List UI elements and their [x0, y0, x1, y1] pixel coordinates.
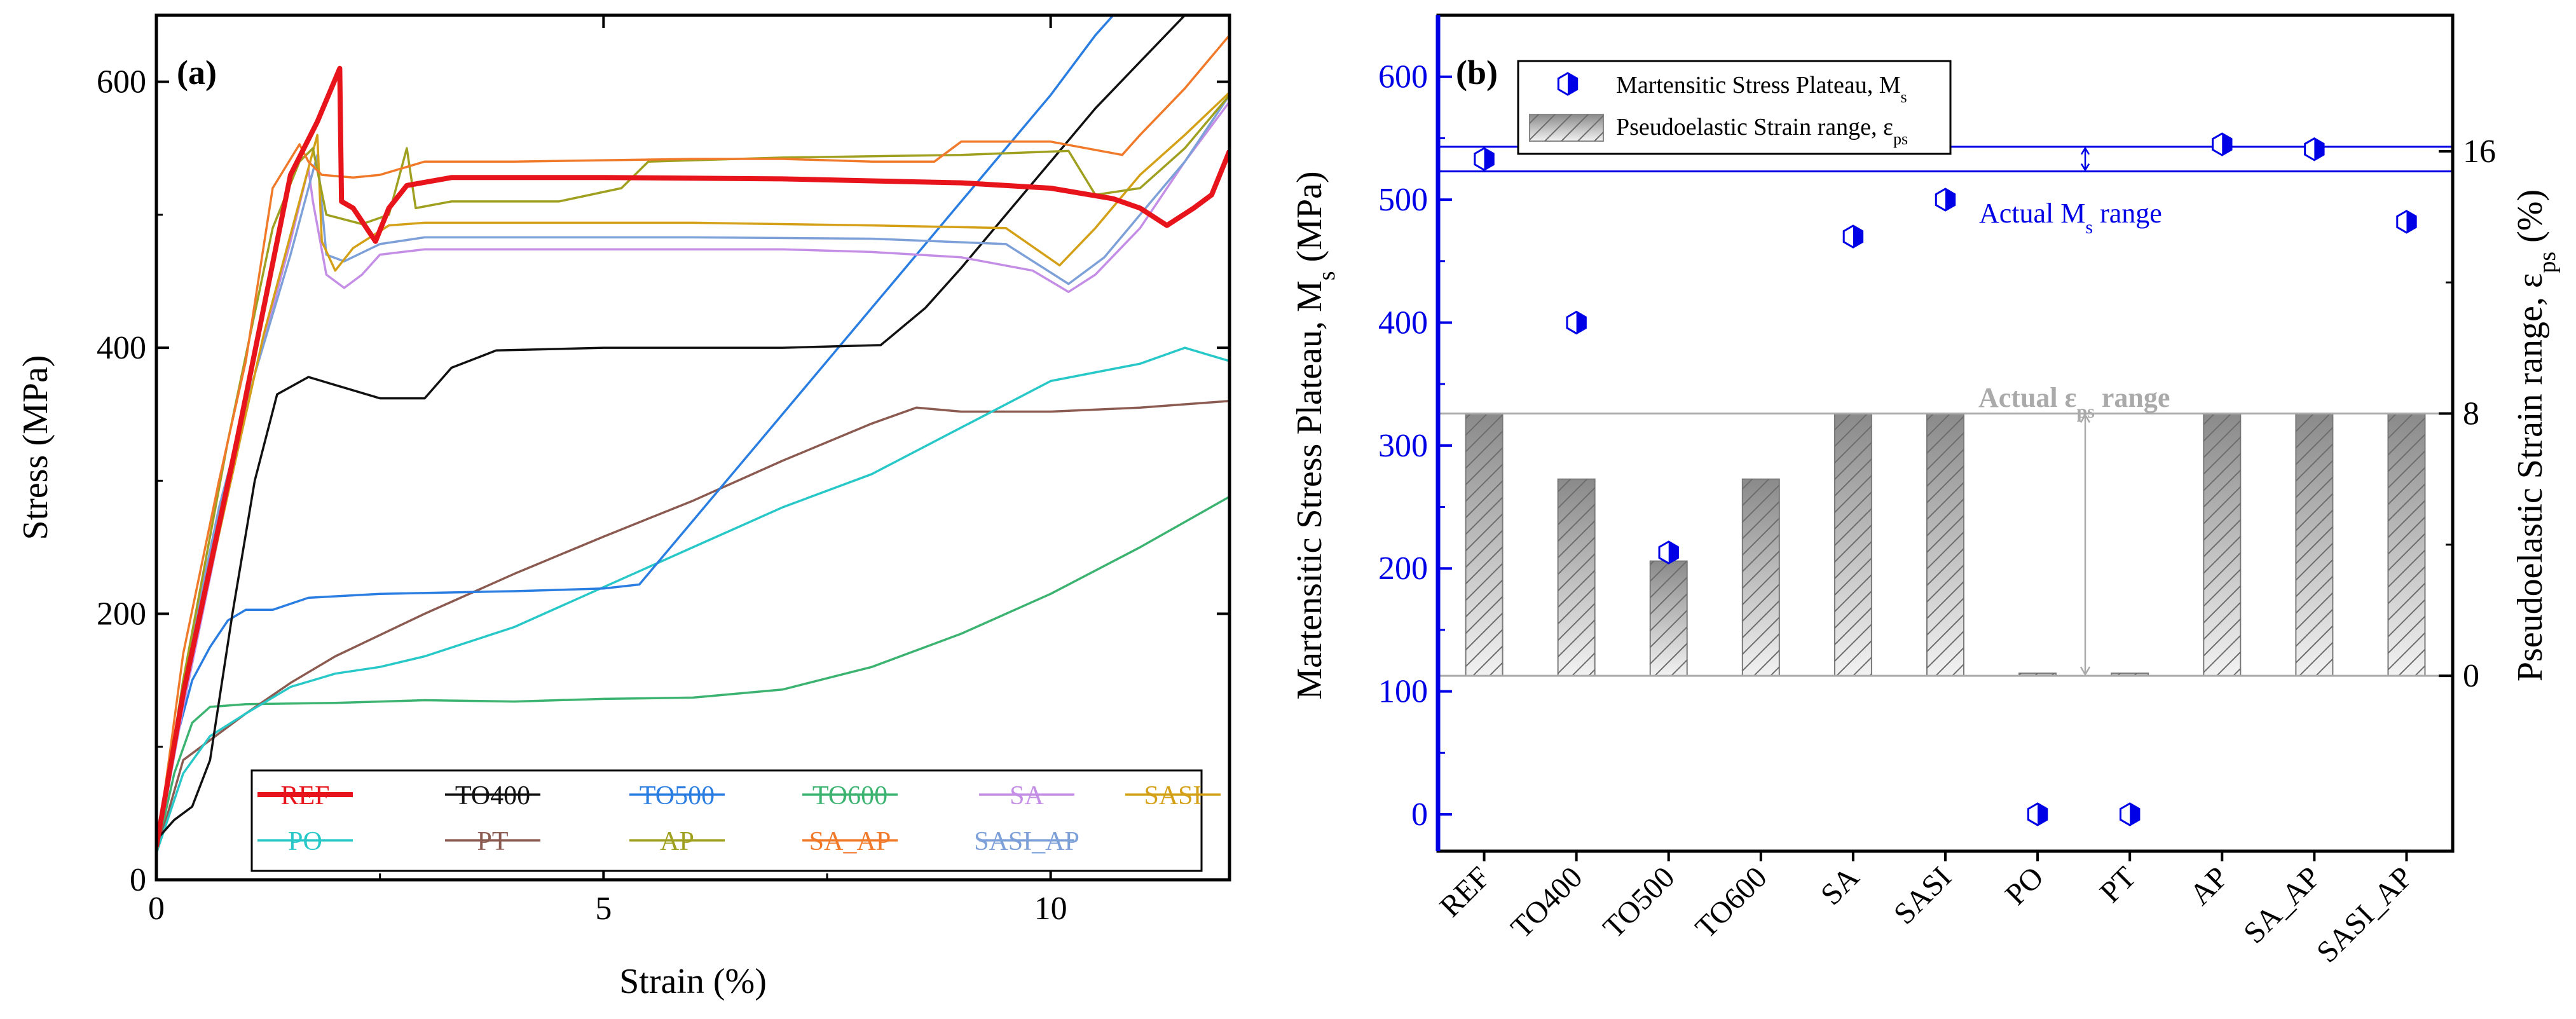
bar-hatch-sa: [1834, 413, 1872, 676]
panel-b: 0 100 200 300 400 500 600 0 8 16 REF TO400 TO500 TO60…: [1290, 13, 2561, 969]
panel-b-ticks: [1438, 75, 2453, 861]
legend-label-po: PO: [288, 827, 322, 856]
x-tick-label-to400: TO400: [1504, 860, 1589, 945]
series-line-to500: [156, 15, 1114, 847]
legend-label-sasi_ap: SASI_AP: [974, 827, 1079, 856]
series-line-po: [156, 346, 1230, 854]
y-tick-label: 200: [97, 596, 146, 633]
panel-a-xlabel: Strain (%): [619, 962, 767, 1001]
panel-a-frame: [154, 13, 1231, 882]
marker-sasi: [1935, 188, 1956, 212]
legend-marker-hexagon: [1557, 72, 1579, 96]
y-tick-label: 0: [1411, 797, 1428, 833]
y-tick-label: 600: [97, 64, 146, 100]
legend-label-ref: REF: [280, 781, 329, 810]
eps-range-arrowhead-top: [2079, 413, 2091, 423]
ms-range-arrowhead-bottom: [2080, 163, 2090, 172]
series-line-to600: [156, 495, 1230, 854]
ms-range-arrowhead-top: [2080, 146, 2090, 155]
y-tick-label: 200: [1378, 551, 1428, 587]
bar-hatch-sa_ap: [2296, 413, 2333, 676]
x-tick-label: 0: [148, 891, 165, 927]
y2-tick-label: 8: [2463, 396, 2479, 432]
bar-hatch-ap: [2203, 413, 2241, 676]
legend-label-pt: PT: [477, 827, 508, 856]
legend-label-sa: SA: [1010, 781, 1044, 810]
panel-b-markers: [1474, 132, 2417, 826]
legend-label-ap: AP: [660, 827, 694, 856]
legend-label-to600: TO600: [812, 781, 887, 810]
panel-b-bars: [1465, 413, 2426, 677]
marker-sasi_ap: [2396, 210, 2417, 234]
panel-a-ylabel: Stress (MPa): [16, 355, 55, 540]
marker-to400: [1566, 310, 1587, 335]
eps-range-label: Actual εps range: [1978, 382, 2170, 422]
x-tick-label-to600: TO600: [1689, 860, 1774, 945]
bar-hatch-pt: [2111, 673, 2149, 676]
y2-tick-label: 16: [2463, 133, 2496, 170]
panel-a: 0 5 10 0 200 400 600 (a) Strain (%) Stress (MP…: [16, 13, 1231, 1001]
bar-hatch-sasi_ap: [2388, 413, 2425, 676]
x-tick-label-po: PO: [1999, 860, 2050, 912]
ms-range-label: Actual Ms range: [1979, 198, 2162, 238]
y-tick-label: 300: [1378, 428, 1428, 464]
bar-hatch-ref: [1465, 413, 1503, 676]
eps-range-arrowhead-bottom: [2079, 666, 2091, 676]
bar-hatch-po: [2019, 673, 2057, 676]
x-tick-label-sa: SA: [1814, 860, 1866, 912]
legend-label-to500: TO500: [640, 781, 715, 810]
panel-b-label: (b): [1456, 53, 1498, 92]
legend-label-to400: TO400: [455, 781, 530, 810]
legend-ms-label: Martensitic Stress Plateau, Ms: [1616, 72, 1907, 106]
marker-ap: [2212, 132, 2233, 156]
panel-a-legend: REF TO400 TO500 TO600 SA SASI PO PT AP SA_AP SASI_…: [250, 769, 1221, 872]
y-tick-label: 600: [1378, 59, 1428, 95]
series-line-sa: [156, 100, 1230, 854]
panel-a-lines: [156, 15, 1230, 854]
panel-b-y2label: Pseudoelastic Strain range, εps (%): [2511, 189, 2561, 681]
legend-marker-bar-hatch: [1530, 114, 1603, 141]
marker-to500: [1658, 540, 1679, 564]
bar-hatch-to400: [1558, 479, 1595, 676]
marker-po: [2027, 802, 2048, 826]
bar-hatch-sasi: [1927, 413, 1964, 676]
x-tick-label-ref: REF: [1434, 860, 1497, 924]
x-tick-label-sasi_ap: SASI_AP: [2310, 860, 2419, 969]
y-tick-label: 100: [1378, 674, 1428, 710]
y-tick-label: 400: [97, 330, 146, 366]
series-line-ref: [156, 65, 1230, 847]
y-tick-label: 400: [1378, 304, 1428, 341]
series-line-ap: [156, 94, 1230, 854]
legend-label-sasi: SASI: [1144, 781, 1202, 810]
bar-hatch-to600: [1742, 479, 1779, 676]
series-line-to400: [156, 15, 1186, 841]
y-tick-label: 500: [1378, 182, 1428, 218]
legend-eps-label: Pseudoelastic Strain range, εps: [1616, 114, 1908, 148]
panel-b-ylabel: Martensitic Stress Plateau, Ms (MPa): [1290, 171, 1340, 699]
x-tick-label-sa_ap: SA_AP: [2237, 860, 2327, 950]
marker-ref: [1474, 147, 1495, 171]
panel-a-legend-box: [250, 769, 1203, 872]
legend-label-sa_ap: SA_AP: [809, 827, 891, 856]
y-tick-label: 0: [130, 862, 146, 898]
series-line-sasi_ap: [156, 94, 1230, 854]
series-line-sasi: [156, 92, 1230, 854]
bar-hatch-to500: [1650, 561, 1687, 676]
panel-b-legend: Martensitic Stress Plateau, Ms Pseudoela…: [1517, 60, 1952, 155]
x-tick-label: 5: [595, 891, 612, 927]
x-tick-label-sasi: SASI: [1887, 860, 1958, 931]
marker-pt: [2119, 802, 2141, 826]
marker-sa: [1842, 224, 1864, 249]
x-tick-label-ap: AP: [2183, 860, 2235, 912]
panel-a-tick-labels: 0 5 10 0 200 400 600: [97, 64, 1067, 927]
x-tick-label-pt: PT: [2093, 860, 2142, 909]
x-tick-label: 10: [1034, 891, 1067, 927]
y2-tick-label: 0: [2463, 658, 2479, 694]
marker-sa_ap: [2304, 137, 2325, 161]
series-line-sa_ap: [156, 34, 1230, 854]
panel-a-label: (a): [177, 53, 217, 92]
x-tick-label-to500: TO500: [1596, 860, 1681, 945]
